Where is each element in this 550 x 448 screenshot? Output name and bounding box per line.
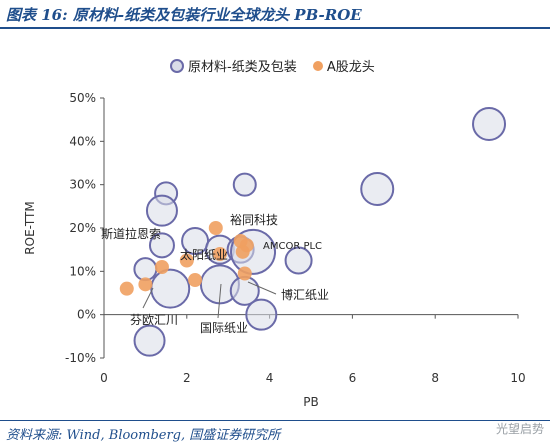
annotation-label: 太阳纸业 [180, 247, 228, 262]
annotation-label: 斯道拉恩索 [101, 226, 161, 241]
a-share-point [237, 266, 252, 281]
a-share-point [188, 273, 203, 287]
watermark: 光望启势 [495, 422, 544, 436]
bubble-point [148, 232, 175, 259]
title-rule [0, 27, 550, 29]
chart-title: 图表 16: 原材料-纸类及包装行业全球龙头 PB-ROE [6, 6, 362, 24]
x-axis-label: PB [303, 395, 318, 409]
bubble-point [232, 172, 257, 197]
annotation-leader-line [247, 281, 277, 295]
bubble-point [145, 194, 178, 227]
legend: 原材料-纸类及包装 A股龙头 [170, 56, 375, 75]
y-axis-label: ROE-TTM [23, 201, 37, 254]
y-tick-label: -10% [65, 351, 96, 365]
bubble-point [360, 172, 395, 206]
annotation-label: AMCOR PLC [263, 241, 322, 252]
legend-label-a-share: A股龙头 [326, 60, 375, 75]
x-tick-label: 6 [349, 371, 357, 385]
y-tick-label: 40% [69, 134, 96, 148]
bubble-point [133, 257, 158, 282]
annotation-leader-line [142, 287, 154, 309]
x-tick-label: 10 [510, 371, 525, 385]
y-tick-label: 30% [69, 178, 96, 192]
bubble-point [245, 298, 278, 331]
legend-label-industry: 原材料-纸类及包装 [188, 60, 297, 75]
a-share-point [212, 247, 227, 261]
a-share-point [239, 238, 254, 253]
a-share-point [154, 260, 169, 274]
bubble-point [284, 246, 313, 275]
x-tick-label: 8 [431, 371, 439, 385]
annotation-label: 裕同科技 [230, 212, 278, 227]
a-share-point [208, 221, 223, 235]
annotation-label: 芬欧汇川 [130, 313, 178, 327]
legend-dot-marker [312, 60, 323, 71]
a-share-point [179, 253, 194, 268]
annotation-label: 博汇纸业 [281, 287, 329, 302]
legend-bubble-marker [170, 58, 184, 73]
y-tick-label: 50% [69, 91, 96, 105]
a-share-point [119, 281, 134, 296]
y-tick-label: 20% [69, 221, 96, 235]
source-note: 资料来源: Wind, Bloomberg, 国盛证券研究所 [6, 428, 281, 443]
x-tick-label: 0 [100, 371, 108, 385]
bubble-point [133, 324, 166, 357]
annotation-leader-line [217, 283, 222, 319]
footer-rule [0, 420, 550, 421]
bubble-point [472, 107, 507, 141]
bubble-point [150, 268, 191, 309]
a-share-point [138, 277, 153, 292]
pb-roe-scatter-chart: -10% 0% 10% 20% 30% 40% 50% 0 2 4 6 8 10 PB ROE-TTM 裕同科… [23, 91, 526, 409]
header: 图表 16: 原材料-纸类及包装行业全球龙头 PB-ROE [0, 0, 550, 30]
y-tick-label: 0% [77, 308, 96, 322]
x-tick-label: 2 [183, 371, 191, 385]
x-tick-label: 4 [266, 371, 274, 385]
y-tick-label: 10% [69, 264, 96, 278]
annotation-label: 国际纸业 [200, 321, 248, 335]
